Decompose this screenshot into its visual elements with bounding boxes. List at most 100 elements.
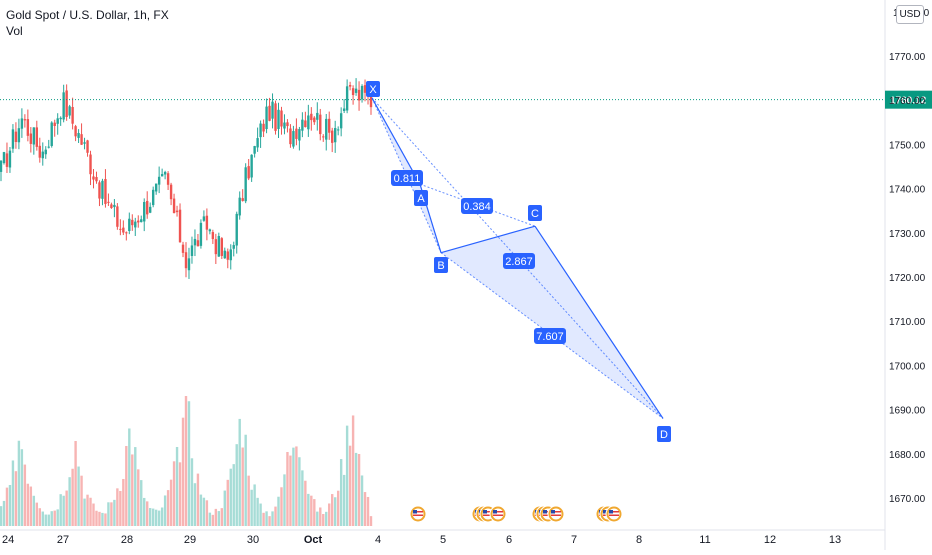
volume-bar bbox=[131, 454, 134, 526]
bcd-triangle bbox=[441, 226, 663, 419]
candle-body bbox=[92, 176, 95, 180]
candle-body bbox=[175, 210, 179, 213]
pattern-point-box[interactable] bbox=[366, 81, 380, 97]
candle-body bbox=[116, 206, 119, 227]
volume-bar bbox=[345, 425, 349, 526]
last-price-value: 1760.12 bbox=[890, 96, 927, 107]
pattern-point-label: A bbox=[417, 193, 425, 205]
economic-event-icon[interactable] bbox=[409, 505, 427, 523]
candle-body bbox=[357, 89, 361, 101]
candle-body bbox=[319, 114, 322, 135]
y-tick-label: 1750.00 bbox=[889, 140, 926, 151]
volume-bar bbox=[196, 473, 200, 526]
candle-body bbox=[65, 90, 68, 118]
candle-body bbox=[351, 88, 355, 96]
volume-bar bbox=[119, 490, 122, 526]
volume-bar bbox=[160, 507, 164, 526]
volume-bar bbox=[169, 479, 173, 526]
volume-bar bbox=[26, 483, 30, 526]
volume-bar bbox=[98, 511, 101, 526]
volume-bar bbox=[360, 475, 364, 526]
y-tick-label: 1680.00 bbox=[889, 450, 926, 461]
candle-body bbox=[235, 213, 238, 246]
ratio-label: 0.384 bbox=[463, 201, 491, 213]
candle-body bbox=[8, 150, 12, 168]
economic-event-icon[interactable] bbox=[605, 505, 623, 523]
time-axis[interactable]: 24 27 28 29 30 Oct 4 5 6 7 8 11 12 13 bbox=[2, 534, 841, 546]
volume-bar bbox=[77, 466, 80, 526]
volume-bar bbox=[181, 417, 185, 526]
candle-body bbox=[280, 110, 283, 127]
economic-event-icon[interactable] bbox=[547, 505, 565, 523]
volume-bar bbox=[366, 496, 370, 526]
pattern-point-box[interactable] bbox=[657, 426, 671, 442]
candle-body bbox=[333, 128, 337, 143]
volume-bar bbox=[2, 500, 6, 526]
volume-bar bbox=[232, 464, 235, 526]
candle-body bbox=[262, 123, 265, 132]
harmonic-pattern-drawing[interactable]: 0.811 0.384 2.867 7.607 X A B C D bbox=[366, 81, 671, 442]
volume-bar bbox=[304, 480, 307, 526]
candle-body bbox=[199, 222, 203, 246]
candle-body bbox=[244, 167, 247, 202]
volume-bar bbox=[369, 516, 373, 526]
volume-bar bbox=[333, 497, 337, 526]
volume-bar bbox=[101, 512, 104, 526]
volume-bar bbox=[38, 508, 41, 526]
volume-bar bbox=[208, 512, 212, 526]
x-tick-label: Oct bbox=[304, 534, 323, 546]
candle-body bbox=[2, 152, 6, 164]
candle-body bbox=[62, 92, 65, 120]
candle-body bbox=[0, 160, 3, 172]
candle-body bbox=[32, 127, 36, 145]
volume-bar bbox=[125, 446, 128, 526]
candle-body bbox=[298, 129, 301, 141]
price-axis[interactable]: 1670.00 1680.00 1690.00 1700.00 1710.00 1720.… bbox=[889, 8, 930, 505]
volume-bar bbox=[17, 440, 21, 526]
candle-body bbox=[313, 117, 316, 123]
volume-bar bbox=[29, 486, 33, 526]
economic-event-icon[interactable] bbox=[489, 505, 507, 523]
economic-events[interactable] bbox=[409, 505, 623, 523]
volume-bar bbox=[113, 499, 116, 526]
x-tick-label: 7 bbox=[571, 534, 577, 546]
volume-bar bbox=[110, 502, 113, 526]
candle-body bbox=[77, 133, 80, 138]
candle-body bbox=[342, 108, 346, 112]
volume-bar bbox=[331, 494, 334, 526]
volume-bar bbox=[20, 449, 24, 526]
candle-body bbox=[23, 119, 27, 121]
leg-cd bbox=[534, 225, 664, 419]
y-tick-label: 1670.00 bbox=[889, 494, 926, 505]
y-tick-label: 1760.00 bbox=[889, 96, 926, 107]
y-tick-label: 1700.00 bbox=[889, 361, 926, 372]
candle-body bbox=[26, 119, 30, 136]
volume-bar bbox=[271, 511, 274, 526]
volume-bar bbox=[23, 464, 27, 526]
pattern-point-box[interactable] bbox=[528, 205, 542, 221]
candle-body bbox=[238, 197, 241, 216]
candle-body bbox=[295, 128, 298, 139]
volume-bar bbox=[295, 446, 298, 526]
volume-series bbox=[0, 396, 373, 526]
volume-bar bbox=[107, 502, 110, 526]
volume-bar bbox=[250, 489, 253, 526]
volume-bar bbox=[357, 454, 361, 526]
volume-bar bbox=[140, 480, 143, 526]
pattern-point-box[interactable] bbox=[434, 257, 448, 273]
volume-bar bbox=[86, 494, 89, 526]
volume-bar bbox=[143, 497, 146, 526]
candle-body bbox=[68, 106, 71, 116]
pattern-point-box[interactable] bbox=[414, 190, 428, 206]
candle-body bbox=[292, 131, 295, 147]
candle-body bbox=[71, 107, 74, 124]
candle-body bbox=[154, 183, 158, 192]
candle-body bbox=[217, 236, 221, 257]
volume-bar bbox=[47, 514, 50, 526]
currency-button[interactable]: USD bbox=[896, 5, 924, 24]
volume-bar bbox=[8, 484, 12, 526]
x-tick-label: 27 bbox=[57, 534, 69, 546]
volume-bar bbox=[65, 490, 68, 526]
